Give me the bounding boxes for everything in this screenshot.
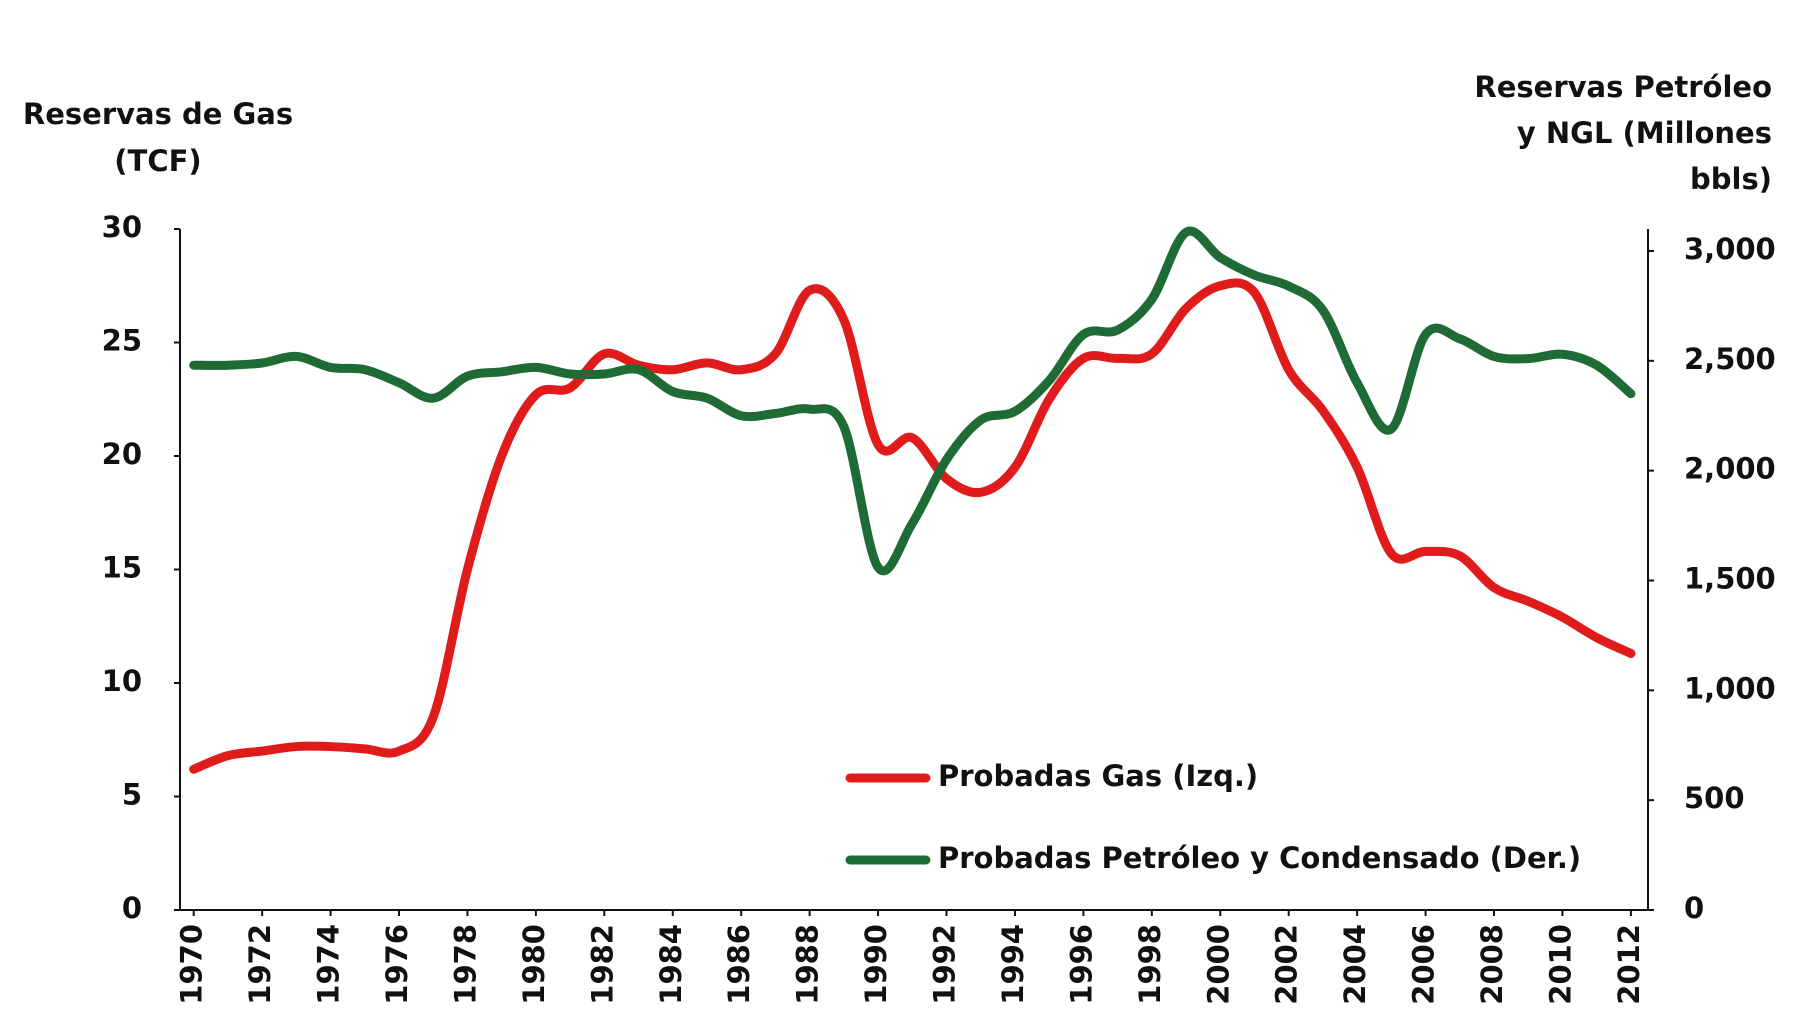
x-tick-label: 2002	[1270, 924, 1304, 1005]
y2-tick-label: 1,500	[1684, 561, 1776, 595]
x-tick-label: 1992	[928, 924, 962, 1005]
y2-tick-label: 1,000	[1684, 671, 1776, 705]
y-tick-label: 10	[102, 664, 142, 698]
y-tick-label: 0	[122, 891, 142, 925]
y2-tick-label: 2,500	[1684, 342, 1776, 376]
y2-tick-label: 2,000	[1684, 452, 1776, 486]
x-tick-label: 1980	[517, 924, 551, 1005]
x-tick-label: 2000	[1201, 924, 1235, 1005]
x-tick-label: 2004	[1338, 924, 1372, 1005]
y2-axis-title: Reservas Petróleo	[1474, 70, 1772, 104]
x-tick-label: 1994	[996, 924, 1030, 1005]
series-line	[189, 278, 1636, 774]
y2-axis-title: y NGL (Millones	[1517, 116, 1772, 150]
x-tick-label: 1982	[585, 924, 619, 1005]
x-tick-label: 2010	[1543, 924, 1577, 1005]
y-tick-label: 5	[122, 778, 142, 812]
x-tick-label: 1990	[859, 924, 893, 1005]
x-tick-label: 2012	[1612, 924, 1646, 1005]
x-tick-label: 1974	[312, 924, 346, 1005]
x-tick-label: 1998	[1133, 924, 1167, 1005]
x-tick-label: 1970	[175, 924, 209, 1005]
y2-tick-label: 500	[1684, 781, 1745, 815]
y-tick-label: 25	[102, 324, 142, 358]
x-tick-label: 1984	[654, 924, 688, 1005]
x-tick-label: 2006	[1407, 924, 1441, 1005]
y2-axis-title: bbls)	[1690, 162, 1772, 196]
x-tick-label: 1978	[448, 924, 482, 1005]
x-tick-label: 1988	[791, 924, 825, 1005]
x-tick-label: 1976	[380, 924, 414, 1005]
legend-label: Probadas Gas (Izq.)	[938, 759, 1258, 793]
y-axis-title: (TCF)	[114, 144, 201, 178]
series-line	[189, 226, 1636, 576]
legend-label: Probadas Petróleo y Condensado (Der.)	[938, 841, 1581, 875]
x-tick-label: 1986	[722, 924, 756, 1005]
y2-tick-label: 3,000	[1684, 232, 1776, 266]
y-tick-label: 15	[102, 551, 142, 585]
y-tick-label: 20	[102, 437, 142, 471]
y-axis-title: Reservas de Gas	[23, 97, 293, 131]
x-tick-label: 2008	[1475, 924, 1509, 1005]
x-tick-label: 1972	[243, 924, 277, 1005]
y-tick-label: 30	[102, 210, 142, 244]
x-tick-label: 1996	[1064, 924, 1098, 1005]
y2-tick-label: 0	[1684, 891, 1704, 925]
